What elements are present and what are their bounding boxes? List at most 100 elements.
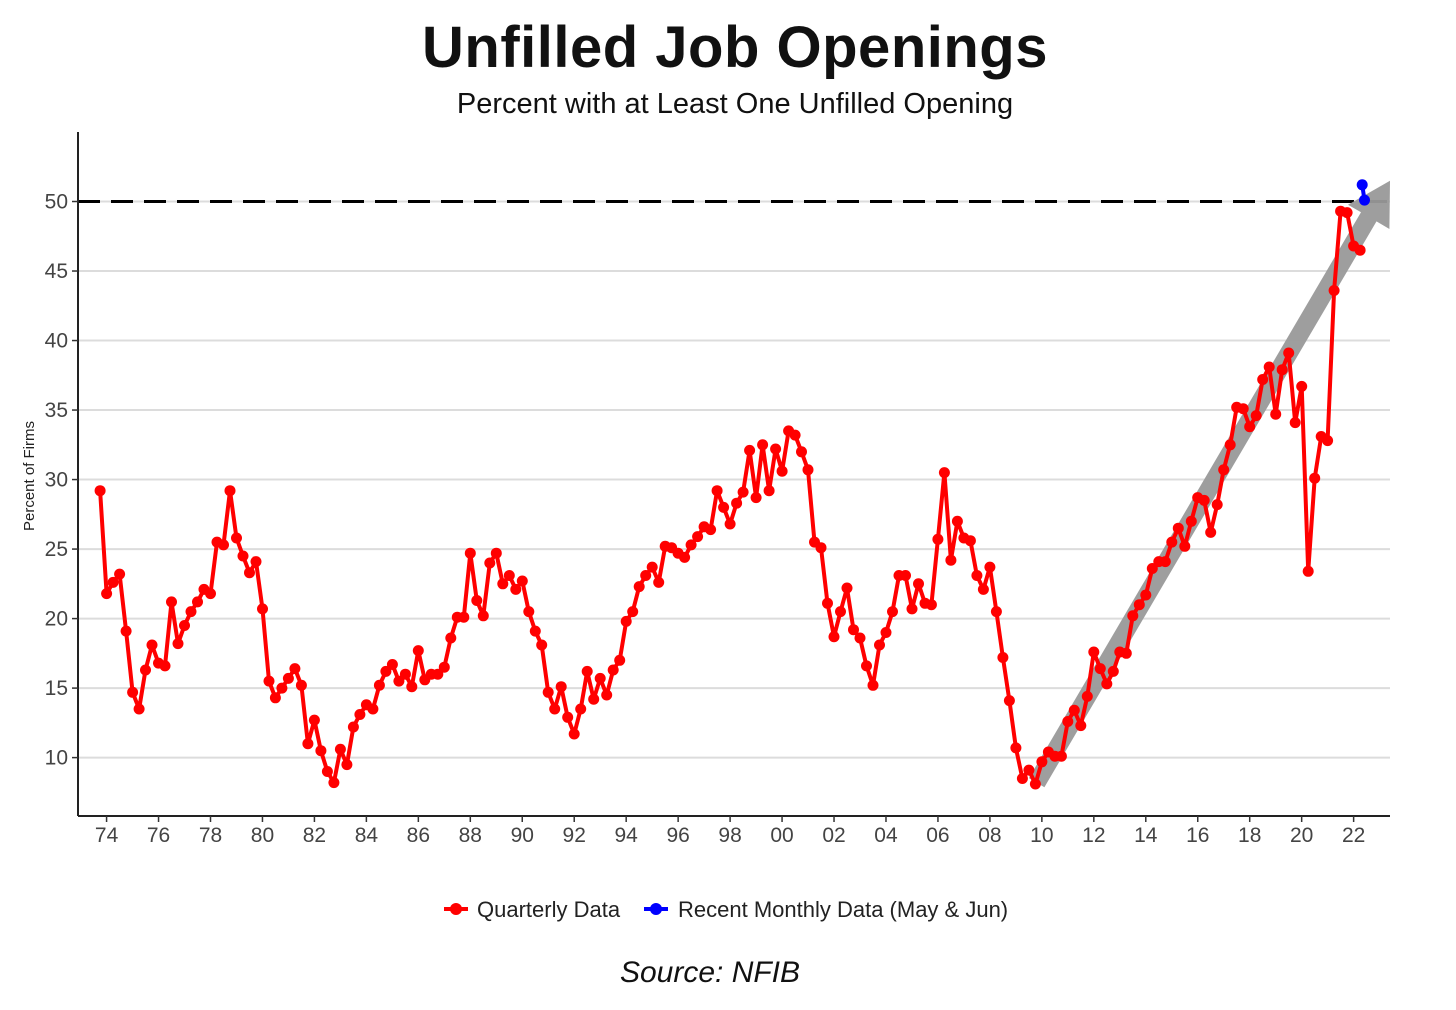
data-point-0-154 <box>1094 663 1106 675</box>
data-point-0-97 <box>724 518 736 530</box>
legend-label-monthly: Recent Monthly Data (May & Jun) <box>678 897 1008 922</box>
data-point-0-179 <box>1257 374 1269 385</box>
data-point-0-192 <box>1341 207 1353 219</box>
data-point-0-117 <box>854 632 866 644</box>
x-tick-label-98: 98 <box>718 824 741 847</box>
data-point-0-119 <box>867 679 879 691</box>
data-point-0-137 <box>984 561 996 573</box>
data-point-0-194 <box>1354 244 1366 256</box>
data-point-0-148 <box>1055 750 1067 762</box>
data-point-0-109 <box>802 464 814 476</box>
data-point-0-60 <box>484 557 496 569</box>
x-tick-label-00: 00 <box>770 824 793 847</box>
x-tick-label-14: 14 <box>1134 824 1158 847</box>
x-tick-label-10: 10 <box>1030 824 1053 847</box>
data-point-0-74 <box>575 703 587 715</box>
x-tick-label-12: 12 <box>1082 824 1105 847</box>
data-point-0-14 <box>185 606 197 618</box>
y-tick-label-50: 50 <box>45 191 68 214</box>
data-point-0-64 <box>510 583 522 595</box>
x-tick-label-92: 92 <box>563 824 586 847</box>
data-point-0-114 <box>835 606 846 618</box>
data-point-0-113 <box>828 631 840 643</box>
data-point-0-20 <box>224 485 236 497</box>
legend-item-monthly: Recent Monthly Data (May & Jun) <box>644 897 1008 922</box>
data-point-0-91 <box>685 539 697 551</box>
data-point-0-29 <box>282 672 294 684</box>
data-point-0-53 <box>438 661 450 673</box>
legend-item-quarterly: Quarterly Data <box>444 897 621 922</box>
data-point-0-71 <box>555 681 567 693</box>
x-tick-label-18: 18 <box>1238 824 1261 847</box>
data-point-0-105 <box>776 465 788 477</box>
series-points <box>94 179 1370 790</box>
data-point-0-139 <box>997 652 1009 663</box>
data-point-1-0 <box>1356 179 1368 191</box>
data-point-0-138 <box>990 606 1002 618</box>
data-point-0-54 <box>445 632 457 644</box>
data-point-0-150 <box>1068 704 1080 716</box>
legend-label-quarterly: Quarterly Data <box>477 897 621 922</box>
data-point-0-90 <box>679 551 691 563</box>
data-point-0-136 <box>977 583 989 595</box>
data-point-0-100 <box>744 444 756 456</box>
data-point-0-94 <box>705 524 717 536</box>
data-point-0-72 <box>562 711 574 723</box>
data-point-0-96 <box>718 501 730 513</box>
data-point-0-162 <box>1146 563 1158 574</box>
data-point-0-159 <box>1127 610 1139 622</box>
data-point-0-126 <box>913 578 924 590</box>
data-point-0-120 <box>874 639 885 651</box>
series-line-0 <box>98 209 1363 786</box>
data-point-0-48 <box>406 681 418 693</box>
data-point-0-149 <box>1062 716 1074 727</box>
y-tick-label-35: 35 <box>45 399 68 422</box>
data-point-0-36 <box>328 777 340 789</box>
data-point-0-47 <box>399 668 411 680</box>
data-point-0-116 <box>848 624 859 636</box>
data-point-0-161 <box>1140 589 1152 601</box>
data-point-0-44 <box>380 665 392 677</box>
data-point-0-75 <box>581 665 593 677</box>
data-point-0-183 <box>1283 347 1295 359</box>
data-point-0-165 <box>1166 536 1178 548</box>
data-point-0-65 <box>516 575 528 587</box>
x-tick-label-88: 88 <box>459 824 482 847</box>
gridlines <box>78 200 1390 759</box>
axes <box>77 132 1390 817</box>
legend: Quarterly Data Recent Monthly Data (May … <box>444 897 1008 922</box>
data-point-0-111 <box>815 542 827 554</box>
x-tick-label-78: 78 <box>199 824 222 847</box>
data-point-0-160 <box>1133 599 1145 611</box>
data-point-0-73 <box>568 728 580 740</box>
data-point-0-34 <box>315 745 327 757</box>
data-point-0-85 <box>646 561 658 573</box>
y-tick-label-15: 15 <box>45 677 68 700</box>
data-point-0-78 <box>601 689 613 701</box>
y-tick-label-20: 20 <box>45 608 68 631</box>
data-point-0-11 <box>166 596 177 608</box>
data-point-0-134 <box>964 535 976 547</box>
data-point-0-32 <box>302 738 314 750</box>
data-point-0-135 <box>971 570 983 581</box>
data-point-0-92 <box>692 531 704 543</box>
data-point-0-151 <box>1075 720 1087 732</box>
data-point-0-178 <box>1250 410 1262 422</box>
x-tick-label-84: 84 <box>355 824 379 847</box>
y-axis-label: Percent of Firms <box>21 421 38 531</box>
data-point-0-24 <box>250 556 262 568</box>
data-point-0-156 <box>1107 665 1119 677</box>
data-point-0-102 <box>757 439 769 451</box>
data-point-0-132 <box>951 515 963 527</box>
data-point-0-124 <box>900 570 911 581</box>
x-tick-label-22: 22 <box>1342 824 1365 847</box>
data-point-0-56 <box>458 611 470 623</box>
data-point-0-174 <box>1224 439 1236 451</box>
data-point-0-70 <box>549 703 561 715</box>
data-point-0-33 <box>308 714 320 726</box>
data-point-0-84 <box>640 570 652 581</box>
trend-arrow-shape <box>1028 180 1390 788</box>
chart-title: Unfilled Job Openings <box>422 15 1048 80</box>
y-tick-labels: 10 15 20 25 30 35 40 45 50 <box>45 191 78 770</box>
